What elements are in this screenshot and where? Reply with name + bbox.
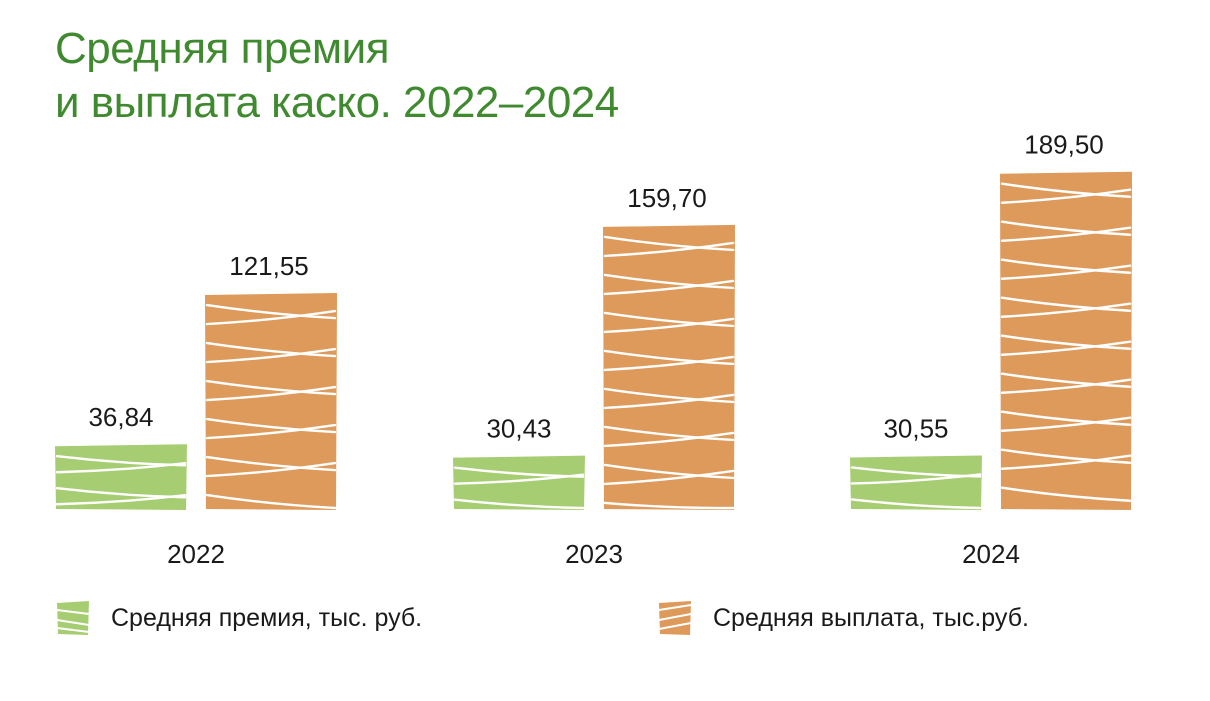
value-label-premium-2022: 36,84	[88, 402, 153, 432]
legend-item-premium: Средняя премия, тыс. руб.	[55, 598, 422, 638]
bar-premium-2023	[453, 455, 585, 510]
legend-swatch-premium	[56, 601, 90, 635]
value-label-payout-2022: 121,55	[229, 251, 309, 281]
bar-payout-2024	[1000, 171, 1132, 510]
chart-title-line-2: и выплата каско. 2022–2024	[55, 78, 619, 127]
chart-title-line-1: Средняя премия	[55, 24, 390, 73]
value-label-payout-2023: 159,70	[627, 183, 707, 213]
bar-premium-2022	[55, 444, 187, 510]
bar-payout-2022	[205, 293, 337, 510]
category-label-2024: 2024	[962, 539, 1020, 569]
legend-item-payout: Средняя выплата, тыс.руб.	[657, 598, 1029, 638]
legend-label-premium: Средняя премия, тыс. руб.	[111, 603, 423, 632]
category-label-2022: 2022	[167, 539, 225, 569]
chart-title: Средняя премия и выплата каско. 2022–202…	[55, 22, 619, 130]
category-label-2023: 2023	[565, 539, 623, 569]
value-label-premium-2023: 30,43	[486, 414, 551, 444]
value-label-premium-2024: 30,55	[883, 413, 948, 443]
value-label-payout-2024: 189,50	[1024, 130, 1104, 160]
bar-premium-2024	[850, 455, 982, 510]
legend-swatch-payout	[658, 601, 692, 635]
legend-label-payout: Средняя выплата, тыс.руб.	[713, 603, 1029, 632]
bar-payout-2023	[603, 224, 735, 511]
